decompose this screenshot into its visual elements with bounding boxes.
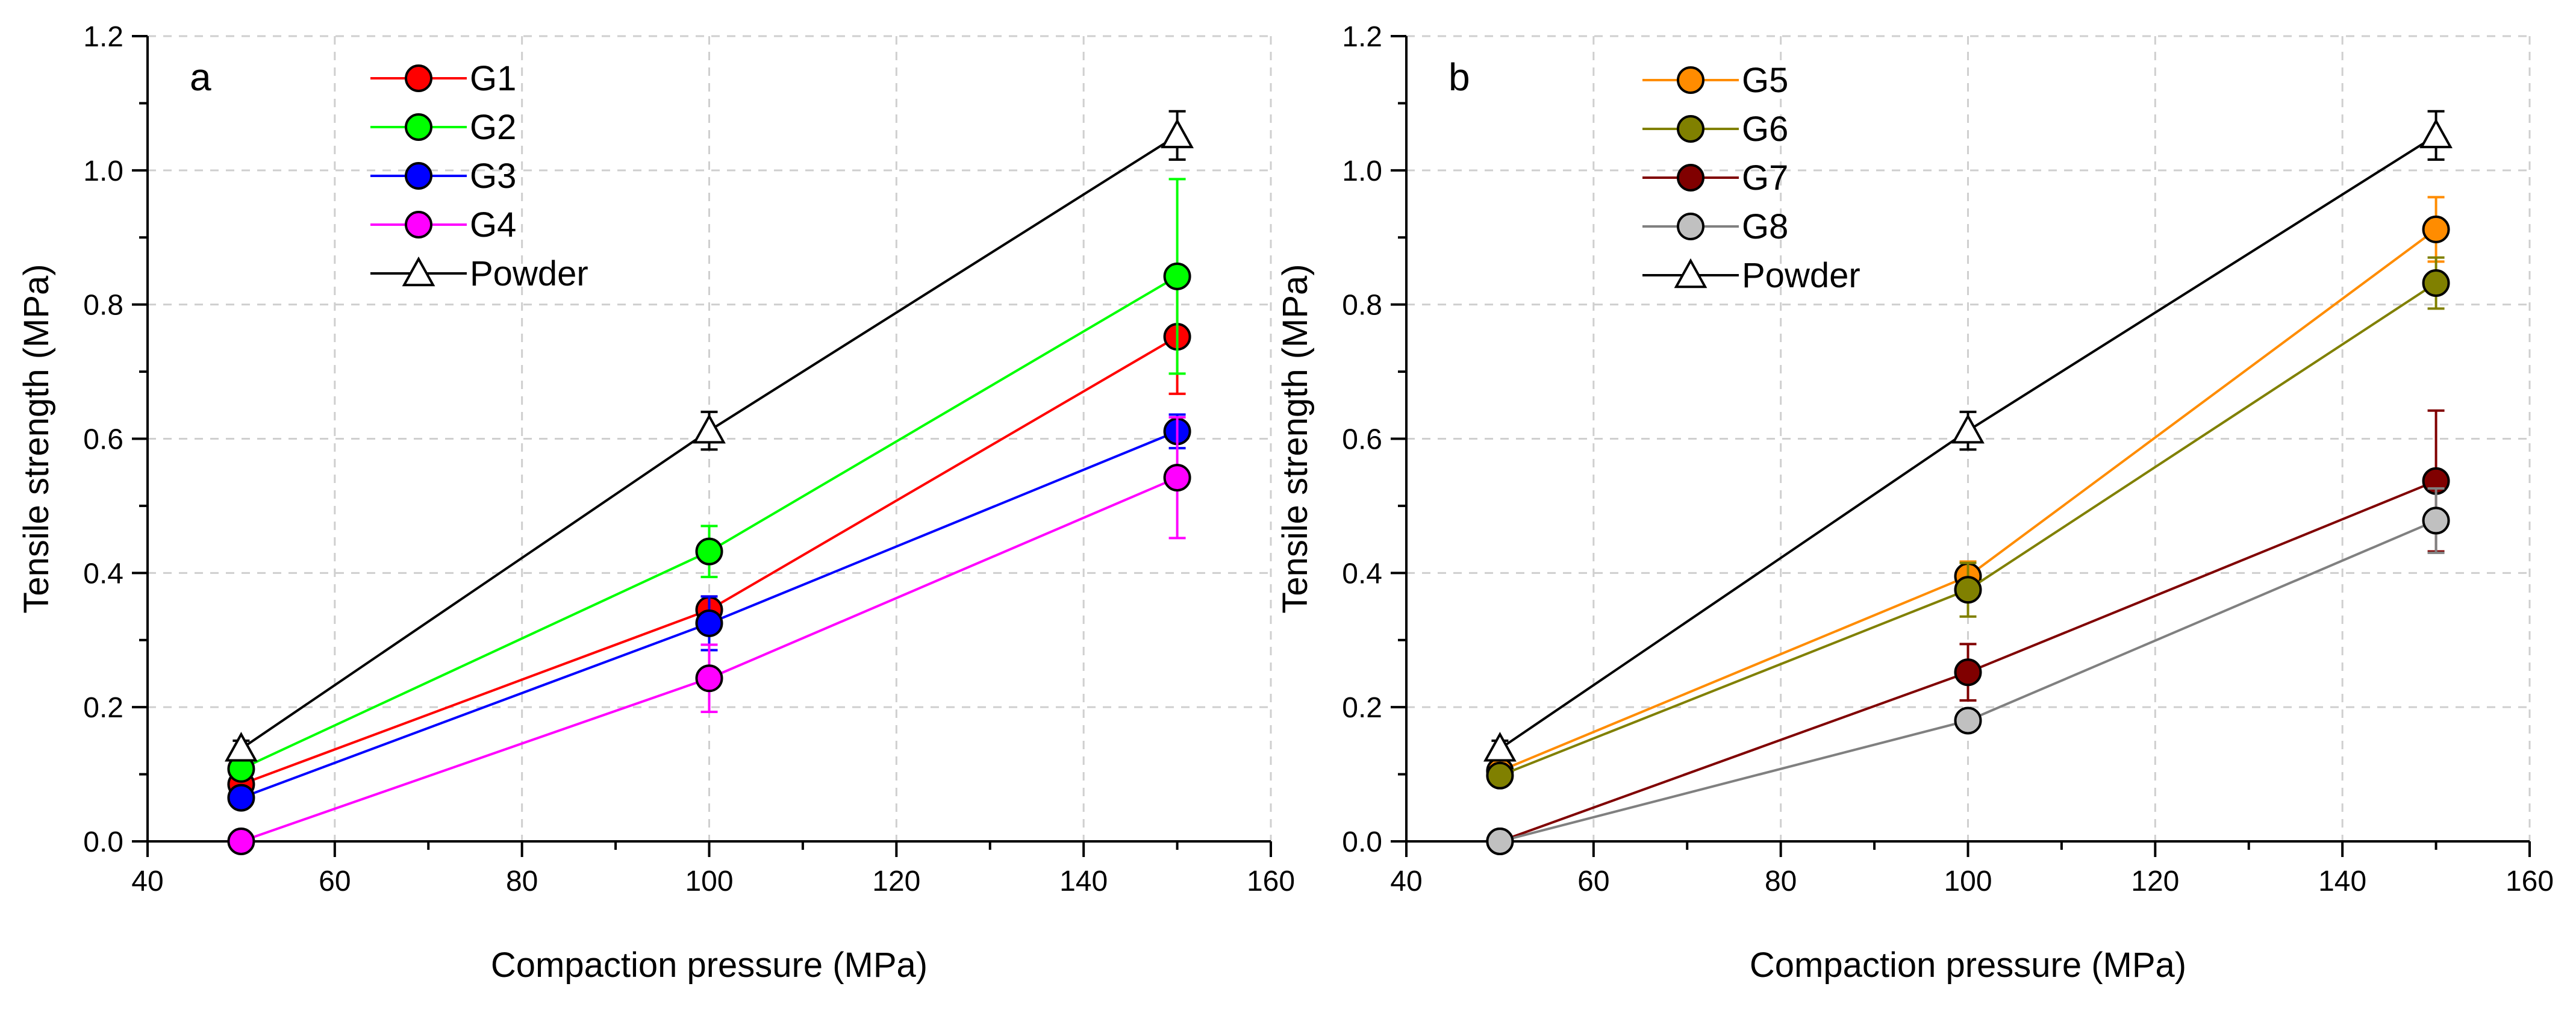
x-tick-label: 80 xyxy=(1765,865,1797,897)
y-tick-label: 0.2 xyxy=(1342,692,1382,724)
y-tick-label: 0.8 xyxy=(83,290,123,322)
series-g4 xyxy=(227,416,1191,855)
x-tick-label: 140 xyxy=(1059,865,1108,897)
x-tick-label: 120 xyxy=(2131,865,2179,897)
legend-marker xyxy=(405,113,432,141)
x-tick-label: 160 xyxy=(2506,865,2554,897)
legend: G5 G6 G7 G8 Powder xyxy=(1642,61,1860,295)
chart-panel-b: 40 60 80 100 120 140 160 0.0 0.2 0.4 0.6 0.8 1.0 1.2 C… xyxy=(1276,21,2554,985)
y-tick-label: 1.2 xyxy=(83,21,123,53)
x-tick-label: 80 xyxy=(506,865,538,897)
panel-label: b xyxy=(1449,55,1470,99)
legend-label: G4 xyxy=(470,205,516,245)
data-point xyxy=(1483,732,1517,762)
y-tick-label: 1.2 xyxy=(1342,21,1382,53)
legend-label: Powder xyxy=(470,254,588,293)
data-point xyxy=(1486,761,1514,790)
data-point xyxy=(1163,464,1191,492)
data-point xyxy=(693,414,726,444)
x-tick-label: 100 xyxy=(685,865,733,897)
data-point xyxy=(1951,414,1985,444)
data-point xyxy=(2422,507,2450,535)
series-powder xyxy=(225,110,1194,762)
legend-label: G5 xyxy=(1742,61,1788,100)
legend-marker xyxy=(405,162,432,190)
data-point xyxy=(2422,215,2450,243)
legend-marker xyxy=(1674,258,1707,288)
data-point xyxy=(225,732,258,762)
data-point xyxy=(2419,118,2453,149)
y-tick-label: 1.0 xyxy=(83,155,123,187)
x-tick-label: 40 xyxy=(1390,865,1422,897)
data-point xyxy=(1954,706,1982,735)
series-g8 xyxy=(1486,487,2450,855)
x-tick-label: 120 xyxy=(872,865,920,897)
data-point xyxy=(1163,262,1191,290)
chart-panel-a: 40 60 80 100 120 140 160 0.0 0.2 0.4 0.6 0.8 1.0 1.2 C… xyxy=(17,21,1295,985)
data-point xyxy=(695,664,723,693)
legend-label: Powder xyxy=(1742,256,1860,295)
y-tick-label: 0.4 xyxy=(1342,558,1382,590)
y-axis-title: Tensile strength (MPa) xyxy=(17,264,56,613)
x-tick-label: 140 xyxy=(2318,865,2366,897)
y-tick-label: 0.6 xyxy=(1342,424,1382,456)
data-point xyxy=(1486,828,1514,855)
legend-label: G1 xyxy=(470,59,516,98)
x-tick-label: 100 xyxy=(1944,865,1992,897)
y-tick-label: 0.8 xyxy=(1342,290,1382,322)
data-point xyxy=(695,537,723,566)
legend-label: G2 xyxy=(470,108,516,147)
series-powder xyxy=(1483,110,2453,762)
x-axis-title: Compaction pressure (MPa) xyxy=(1750,946,2186,985)
y-tick-label: 0.4 xyxy=(83,558,123,590)
data-point xyxy=(1954,576,1982,604)
data-point xyxy=(2422,269,2450,298)
legend: G1 G2 G3 G4 Powder xyxy=(370,59,588,293)
y-tick-label: 0.2 xyxy=(83,692,123,724)
data-point xyxy=(695,609,723,637)
panel-label: a xyxy=(190,55,211,99)
data-point xyxy=(227,784,255,812)
y-tick-label: 0.6 xyxy=(83,424,123,456)
x-tick-label: 40 xyxy=(131,865,163,897)
x-tick-label: 160 xyxy=(1247,865,1295,897)
y-tick-label: 0.0 xyxy=(83,826,123,858)
legend-marker xyxy=(405,211,432,238)
series-g3 xyxy=(227,413,1191,812)
legend-label: G7 xyxy=(1742,158,1788,198)
y-tick-label: 0.0 xyxy=(1342,826,1382,858)
legend-marker xyxy=(402,256,435,287)
legend-marker xyxy=(1677,66,1704,94)
x-tick-label: 60 xyxy=(1577,865,1609,897)
legend-marker xyxy=(1677,115,1704,143)
legend-marker xyxy=(1677,213,1704,240)
y-tick-label: 1.0 xyxy=(1342,155,1382,187)
x-axis-title: Compaction pressure (MPa) xyxy=(491,946,928,985)
data-point xyxy=(1954,658,1982,687)
legend-label: G8 xyxy=(1742,207,1788,246)
series-g2 xyxy=(227,178,1191,783)
series-g6 xyxy=(1486,256,2450,790)
x-tick-label: 60 xyxy=(319,865,351,897)
data-point xyxy=(1161,118,1194,149)
data-point xyxy=(227,828,255,855)
legend-marker xyxy=(1677,164,1704,192)
legend-marker xyxy=(405,64,432,92)
legend-label: G3 xyxy=(470,157,516,196)
legend-label: G6 xyxy=(1742,110,1788,149)
y-axis-title: Tensile strength (MPa) xyxy=(1276,264,1315,613)
